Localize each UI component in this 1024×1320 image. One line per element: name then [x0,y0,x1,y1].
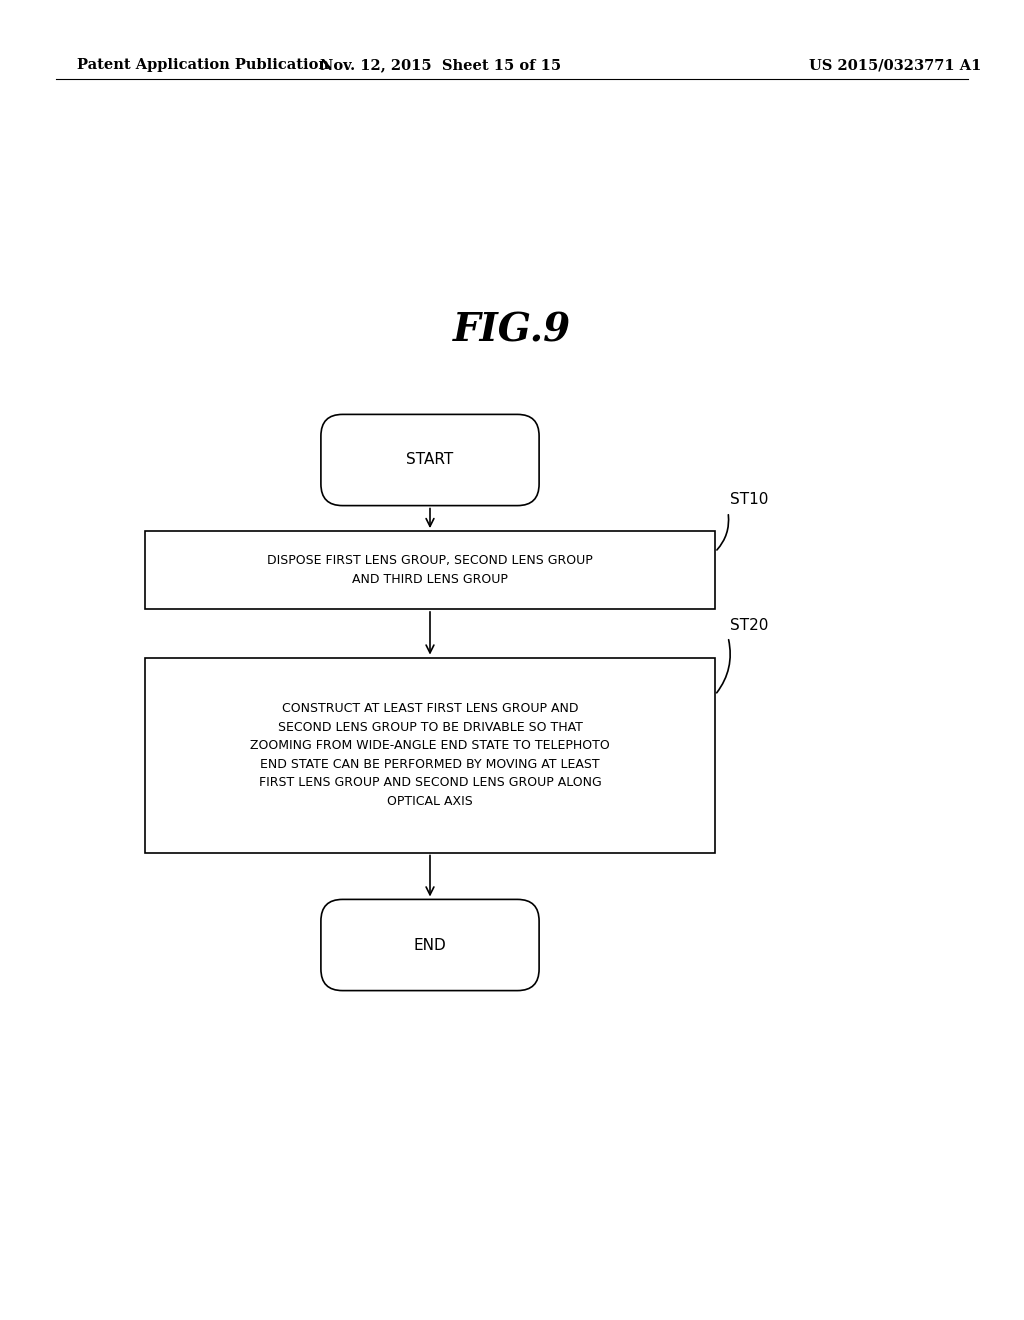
Text: US 2015/0323771 A1: US 2015/0323771 A1 [809,58,981,73]
FancyBboxPatch shape [321,899,539,990]
Text: DISPOSE FIRST LENS GROUP, SECOND LENS GROUP
AND THIRD LENS GROUP: DISPOSE FIRST LENS GROUP, SECOND LENS GR… [267,554,593,586]
Text: FIG.9: FIG.9 [453,312,571,348]
Text: CONSTRUCT AT LEAST FIRST LENS GROUP AND
SECOND LENS GROUP TO BE DRIVABLE SO THAT: CONSTRUCT AT LEAST FIRST LENS GROUP AND … [250,702,610,808]
Text: ST20: ST20 [730,618,768,632]
Text: START: START [407,453,454,467]
FancyBboxPatch shape [145,531,715,609]
Text: ST10: ST10 [730,492,768,507]
FancyBboxPatch shape [321,414,539,506]
Text: END: END [414,937,446,953]
Text: Patent Application Publication: Patent Application Publication [77,58,329,73]
FancyBboxPatch shape [145,657,715,853]
Text: Nov. 12, 2015  Sheet 15 of 15: Nov. 12, 2015 Sheet 15 of 15 [319,58,561,73]
